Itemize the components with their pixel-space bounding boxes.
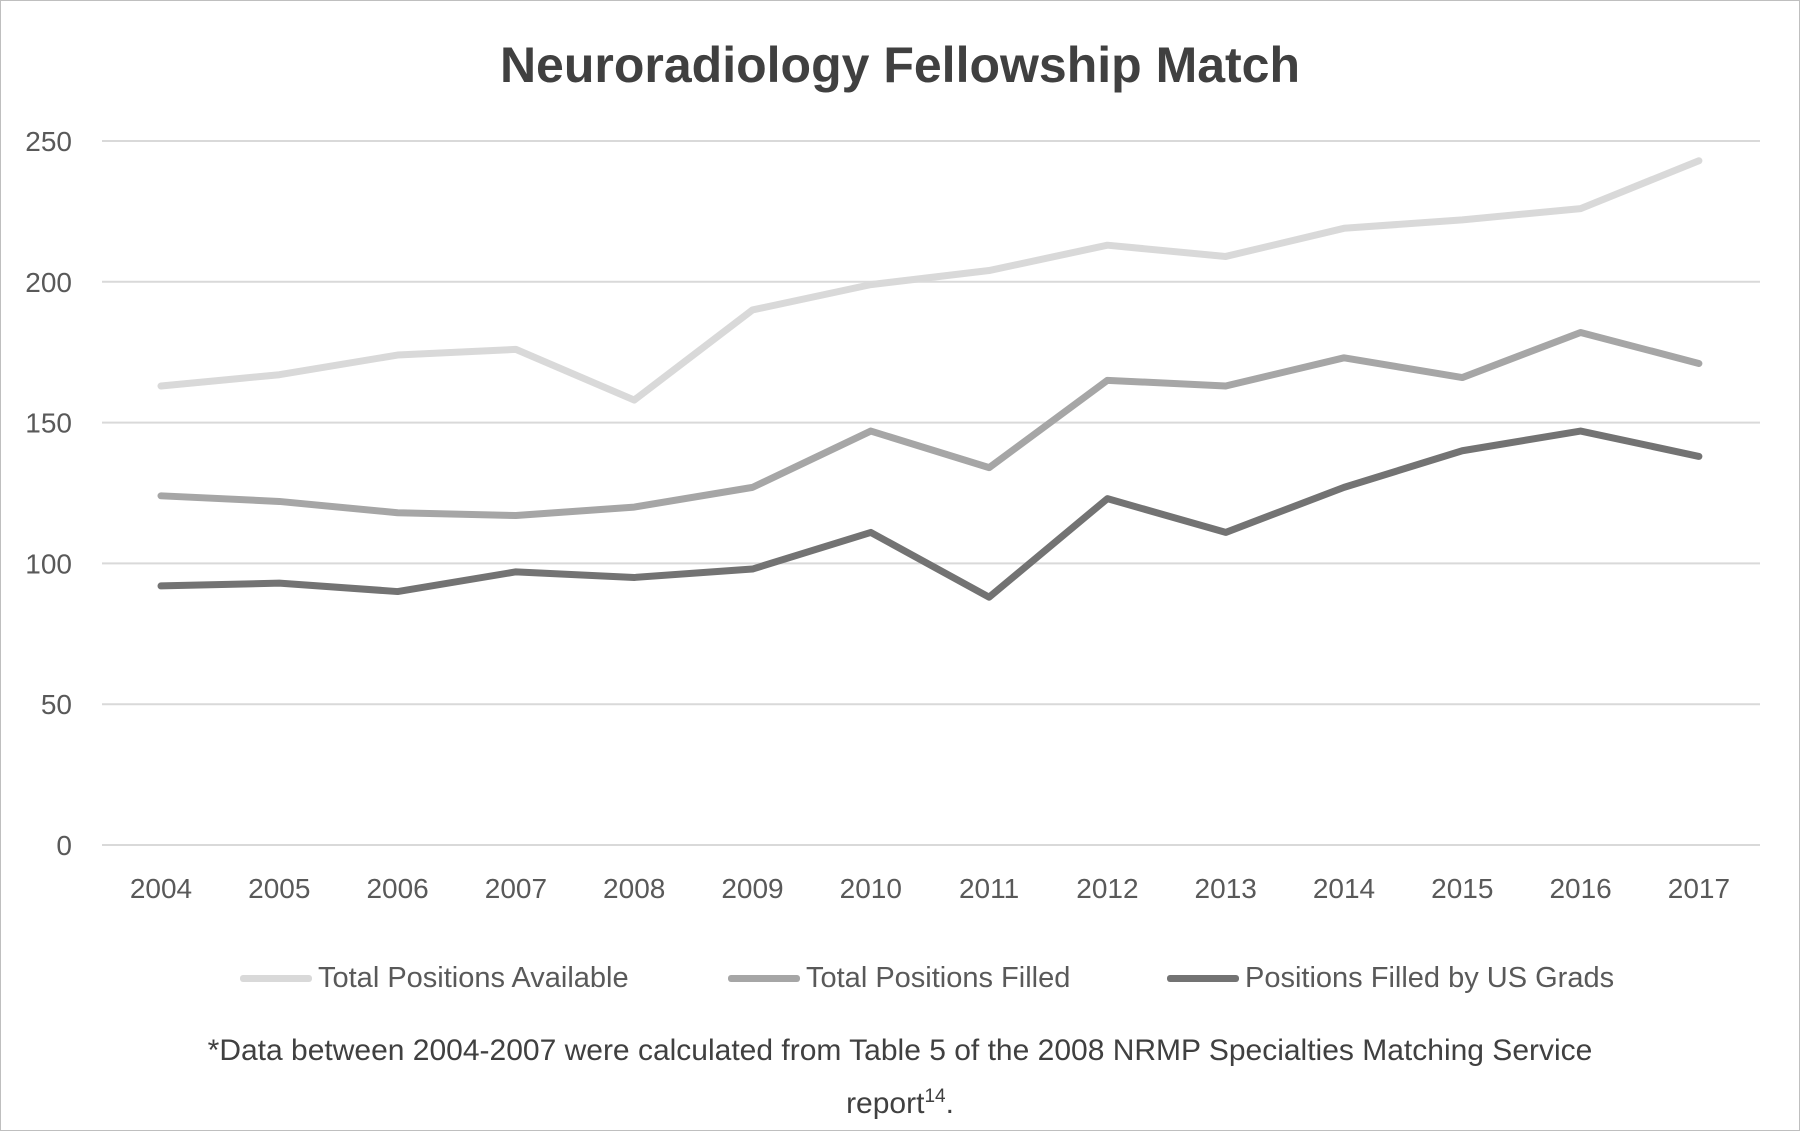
- y-axis-ticks: 0 50 100 150 200 250: [25, 126, 72, 861]
- x-axis-ticks: 2004 2005 2006 2007 2008 2009 2010 2011 2012 2013…: [130, 873, 1730, 904]
- legend-label-series-1: Total Positions Filled: [806, 961, 1071, 994]
- x-tick-label: 2008: [603, 873, 665, 904]
- y-tick-label: 150: [25, 408, 72, 439]
- y-tick-label: 100: [25, 548, 72, 579]
- legend-label-series-2: Positions Filled by US Grads: [1245, 961, 1615, 994]
- gridlines: [102, 140, 1760, 846]
- series-lines: [157, 157, 1703, 601]
- legend-item-series-2: Positions Filled by US Grads: [1167, 958, 1614, 998]
- legend-swatch-series-0: [240, 974, 312, 982]
- y-tick-label: 250: [25, 126, 72, 157]
- x-tick-label: 2014: [1313, 873, 1375, 904]
- x-tick-label: 2012: [1076, 873, 1138, 904]
- footnote: *Data between 2004-2007 were calculated …: [200, 1028, 1600, 1127]
- x-tick-label: 2011: [959, 873, 1019, 904]
- x-tick-label: 2016: [1549, 873, 1611, 904]
- legend-swatch-series-2: [1167, 974, 1239, 982]
- legend: Total Positions Available Total Position…: [0, 958, 1800, 998]
- y-tick-label: 50: [41, 689, 72, 720]
- x-tick-label: 2009: [721, 873, 783, 904]
- footnote-reference: 14: [924, 1086, 946, 1107]
- y-tick-label: 0: [56, 830, 72, 861]
- legend-item-series-0: Total Positions Available: [240, 958, 629, 998]
- x-tick-label: 2004: [130, 873, 192, 904]
- legend-label-series-0: Total Positions Available: [318, 961, 629, 994]
- series-line-1: [157, 328, 1703, 520]
- x-tick-label: 2013: [1195, 873, 1257, 904]
- chart-title: Neuroradiology Fellowship Match: [499, 37, 1301, 93]
- footnote-suffix: .: [945, 1087, 954, 1120]
- legend-swatch-series-1: [728, 974, 800, 982]
- x-tick-label: 2015: [1431, 873, 1493, 904]
- footnote-text: *Data between 2004-2007 were calculated …: [207, 1034, 1593, 1120]
- x-tick-label: 2017: [1668, 873, 1730, 904]
- y-tick-label: 200: [25, 267, 72, 298]
- series-line-0: [157, 157, 1703, 404]
- x-tick-label: 2006: [366, 873, 428, 904]
- series-line-2: [157, 427, 1703, 601]
- x-tick-label: 2005: [248, 873, 310, 904]
- legend-item-series-1: Total Positions Filled: [728, 958, 1070, 998]
- x-tick-label: 2007: [485, 873, 547, 904]
- x-tick-label: 2010: [840, 873, 902, 904]
